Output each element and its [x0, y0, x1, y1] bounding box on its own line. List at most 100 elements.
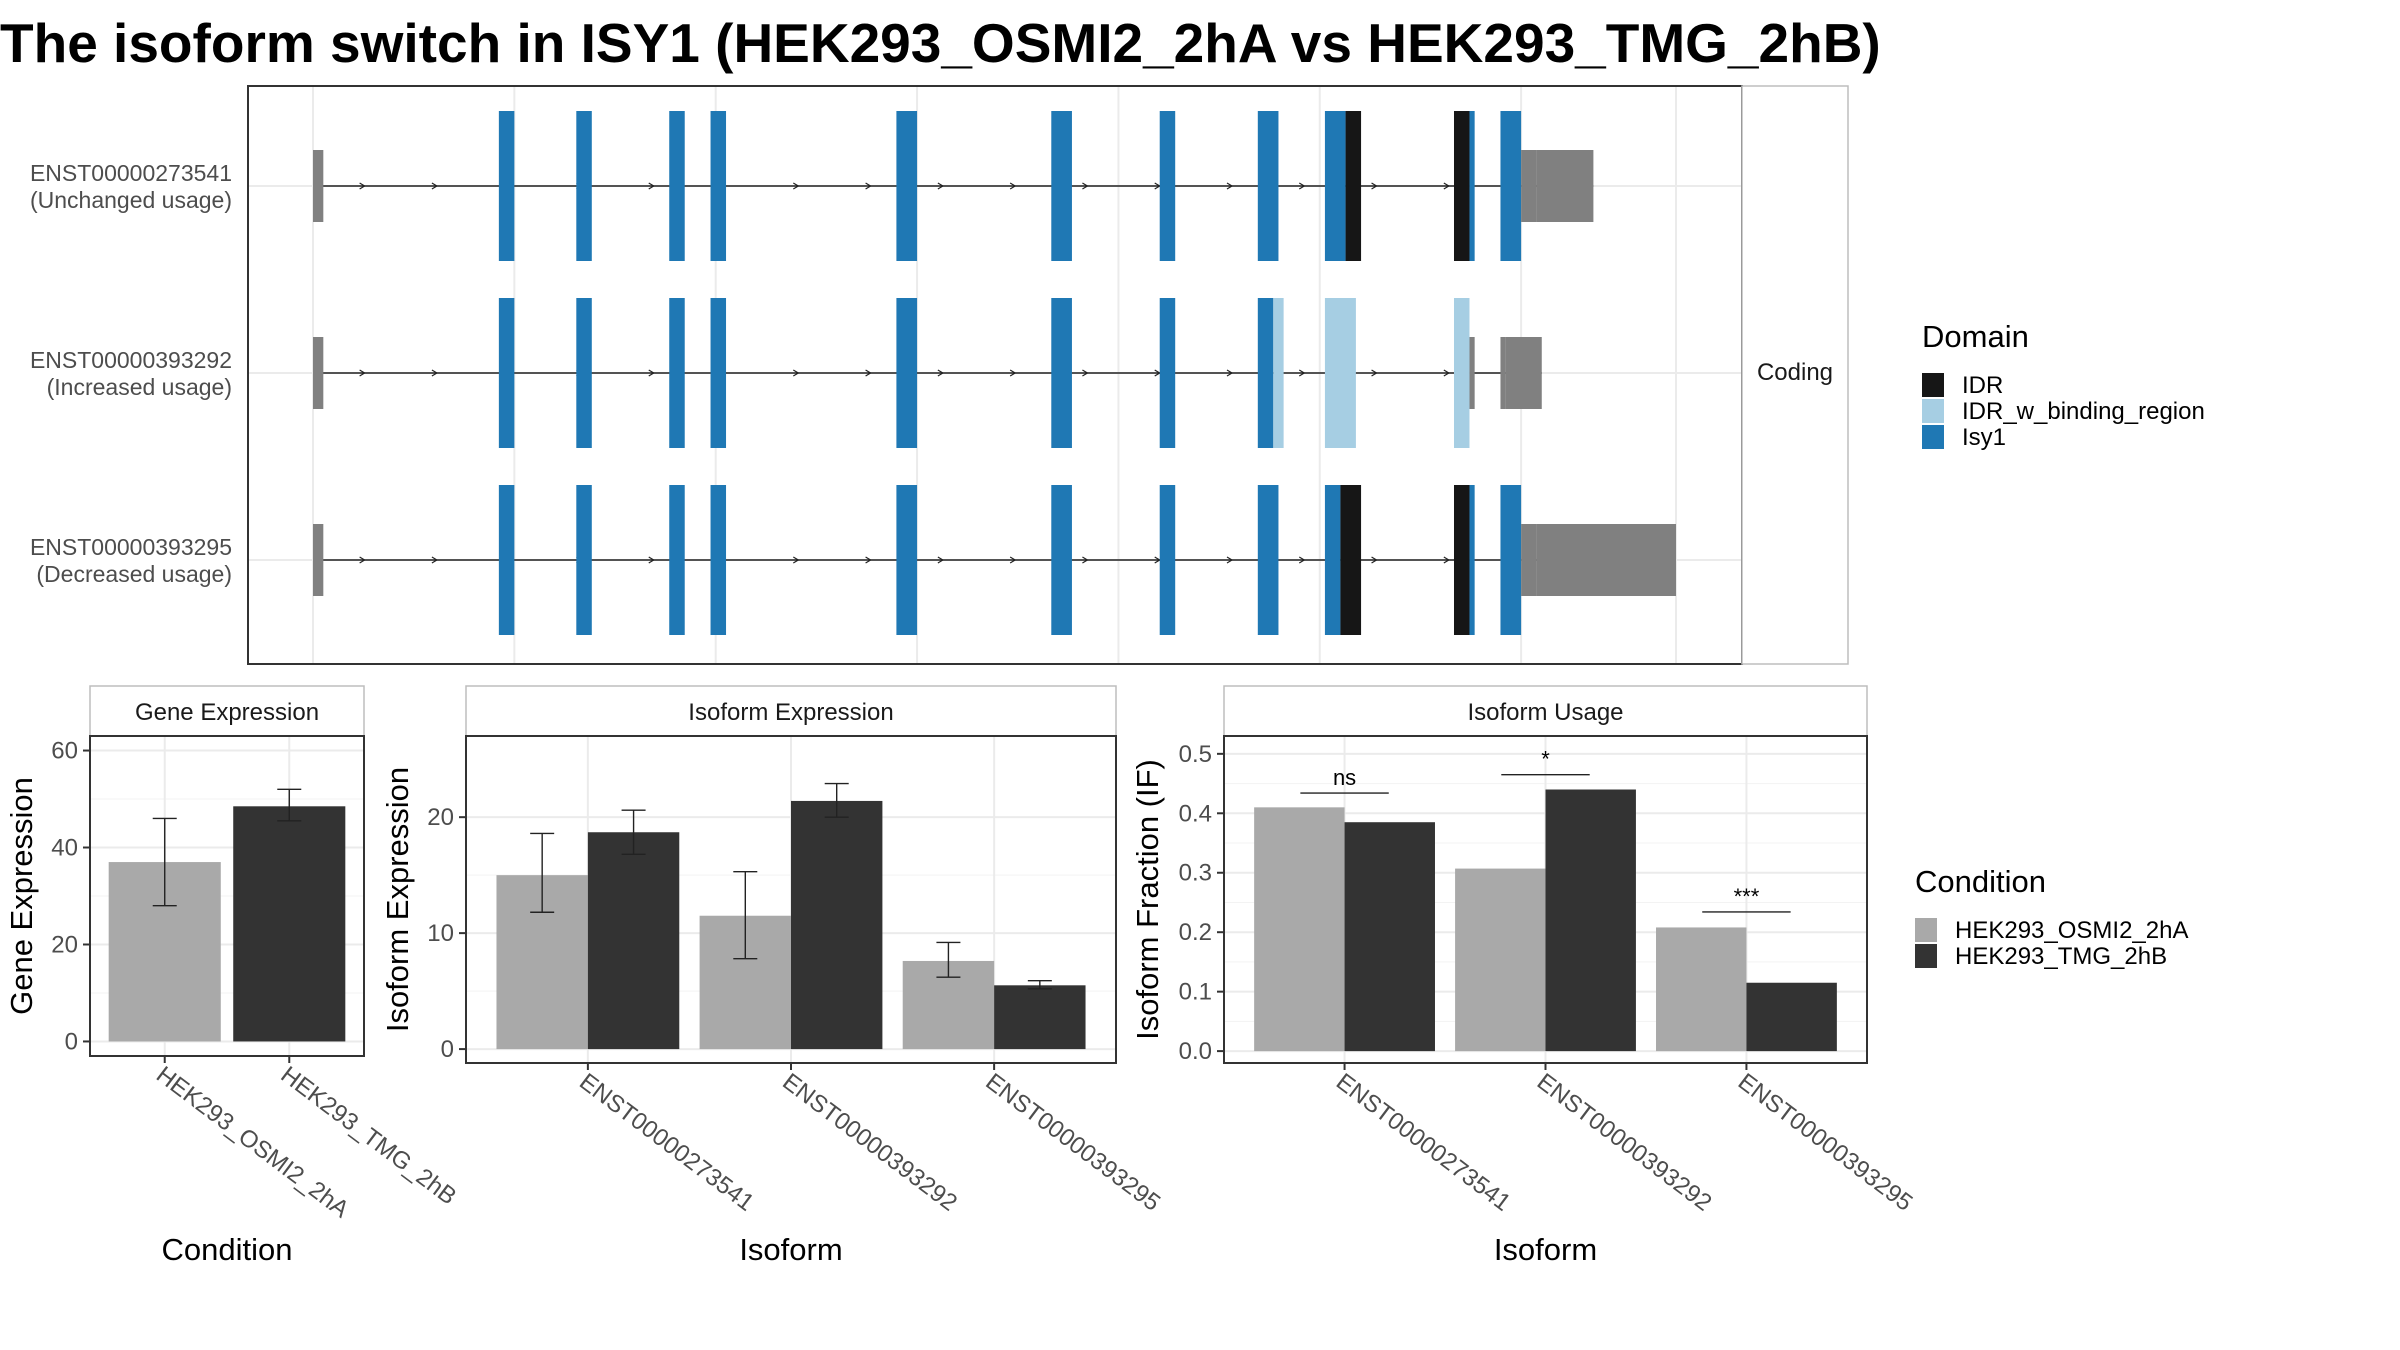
bar — [1344, 822, 1435, 1052]
transcript-usage-label: (Increased usage) — [47, 374, 232, 400]
y-tick-label: 0.3 — [1179, 860, 1212, 887]
strand-arrow — [648, 369, 655, 377]
exon-isy1 — [498, 111, 515, 261]
x-tick-label: ENST00000393292 — [1532, 1068, 1717, 1216]
domain-legend-swatch — [1922, 425, 1944, 449]
strand-arrow — [937, 369, 945, 377]
transcript-id-label: ENST00000393292 — [30, 347, 232, 373]
strand-arrow — [1371, 556, 1378, 564]
exon-isy1 — [669, 485, 685, 635]
exon-isy1 — [1257, 485, 1279, 635]
y-axis-label: Isoform Expression — [380, 767, 415, 1032]
strand-arrow — [1082, 182, 1089, 190]
domain-legend-title: Domain — [1922, 319, 2029, 354]
strand-arrow — [1443, 556, 1450, 564]
transcript-id-label: ENST00000393295 — [30, 534, 232, 560]
exon-isy1 — [1469, 485, 1475, 635]
transcript-usage-label: (Unchanged usage) — [30, 187, 232, 213]
chart-title: Gene Expression — [135, 699, 319, 726]
condition-legend-swatch — [1915, 944, 1937, 968]
exon-idr-w-binding-region — [1453, 298, 1470, 448]
exon-isy1 — [576, 111, 592, 261]
condition-legend-label: HEK293_OSMI2_2hA — [1955, 917, 2188, 944]
strand-arrow — [1226, 182, 1234, 190]
chart-strip — [465, 685, 1117, 737]
strand-arrow — [359, 182, 366, 190]
y-axis-label: Gene Expression — [4, 777, 39, 1015]
exon-utr — [1521, 524, 1537, 596]
strand-arrow — [359, 556, 366, 564]
strand-arrow — [648, 182, 655, 190]
exon-isy1 — [710, 485, 727, 635]
strand-arrow — [793, 182, 800, 190]
bar — [233, 806, 346, 1042]
exon-idr — [1453, 485, 1470, 635]
exon-idr — [1340, 485, 1362, 635]
exon-isy1 — [710, 298, 727, 448]
condition-legend-swatch — [1915, 918, 1937, 942]
strand-arrow — [1082, 369, 1089, 377]
exon-isy1 — [1324, 111, 1346, 261]
exon-isy1 — [896, 485, 918, 635]
strand-arrow — [865, 369, 872, 377]
strand-arrow — [359, 369, 366, 377]
y-tick-label: 0.0 — [1179, 1038, 1212, 1065]
x-axis-label: Isoform — [1494, 1232, 1597, 1267]
bar — [1656, 927, 1747, 1052]
exon-isy1 — [1051, 298, 1072, 448]
significance-label: ns — [1333, 765, 1356, 790]
strand-arrow — [1009, 182, 1017, 190]
x-tick-label: ENST00000393295 — [981, 1068, 1166, 1216]
y-tick-label: 20 — [427, 804, 454, 831]
exon-isy1 — [710, 111, 727, 261]
chart-panel-border — [465, 735, 1117, 1064]
strand-arrow — [865, 556, 872, 564]
exon-utr — [1536, 524, 1676, 596]
exon-isy1 — [1051, 485, 1072, 635]
strand-arrow — [1009, 556, 1017, 564]
exon-isy1 — [1500, 485, 1522, 635]
strand-arrow — [1226, 369, 1234, 377]
strand-arrow — [937, 556, 945, 564]
strand-arrow — [1154, 369, 1161, 377]
exon-utr — [1500, 337, 1506, 409]
exon-isy1 — [669, 111, 685, 261]
strand-arrow — [937, 182, 945, 190]
strand-arrow — [793, 556, 800, 564]
transcript-usage-label: (Decreased usage) — [36, 561, 232, 587]
exon-isy1 — [1051, 111, 1072, 261]
exon-utr — [1505, 337, 1542, 409]
y-tick-label: 0.1 — [1179, 979, 1212, 1006]
strand-arrow — [431, 369, 439, 377]
y-tick-label: 0.4 — [1179, 800, 1212, 827]
domain-legend-swatch — [1922, 399, 1944, 423]
y-tick-label: 40 — [51, 835, 78, 862]
domain-legend-label: IDR — [1962, 372, 2003, 399]
y-tick-label: 10 — [427, 920, 454, 947]
bar — [1545, 789, 1636, 1052]
exon-isy1 — [669, 298, 685, 448]
exon-isy1 — [576, 485, 592, 635]
chart-title: Isoform Usage — [1467, 699, 1623, 726]
exon-isy1 — [576, 298, 592, 448]
exon-isy1 — [498, 298, 515, 448]
x-tick-label: ENST00000393292 — [777, 1068, 962, 1216]
exon-isy1 — [896, 298, 918, 448]
exon-idr-w-binding-region — [1324, 298, 1356, 448]
exon-isy1 — [1159, 485, 1176, 635]
strand-arrow — [1226, 556, 1234, 564]
chart-panel-border — [1223, 735, 1868, 1064]
bar — [1254, 807, 1345, 1052]
facet-strip — [1741, 85, 1849, 665]
bar — [587, 832, 680, 1050]
y-tick-label: 0 — [65, 1028, 78, 1055]
x-tick-label: ENST00000393295 — [1733, 1068, 1918, 1216]
exon-isy1 — [1257, 298, 1274, 448]
transcript-panel-bg — [248, 86, 1742, 664]
exon-utr — [1521, 150, 1537, 222]
exon-isy1 — [1469, 111, 1475, 261]
bar — [994, 985, 1086, 1050]
figure-title: The isoform switch in ISY1 (HEK293_OSMI2… — [0, 12, 1881, 74]
strand-arrow — [1298, 556, 1306, 564]
